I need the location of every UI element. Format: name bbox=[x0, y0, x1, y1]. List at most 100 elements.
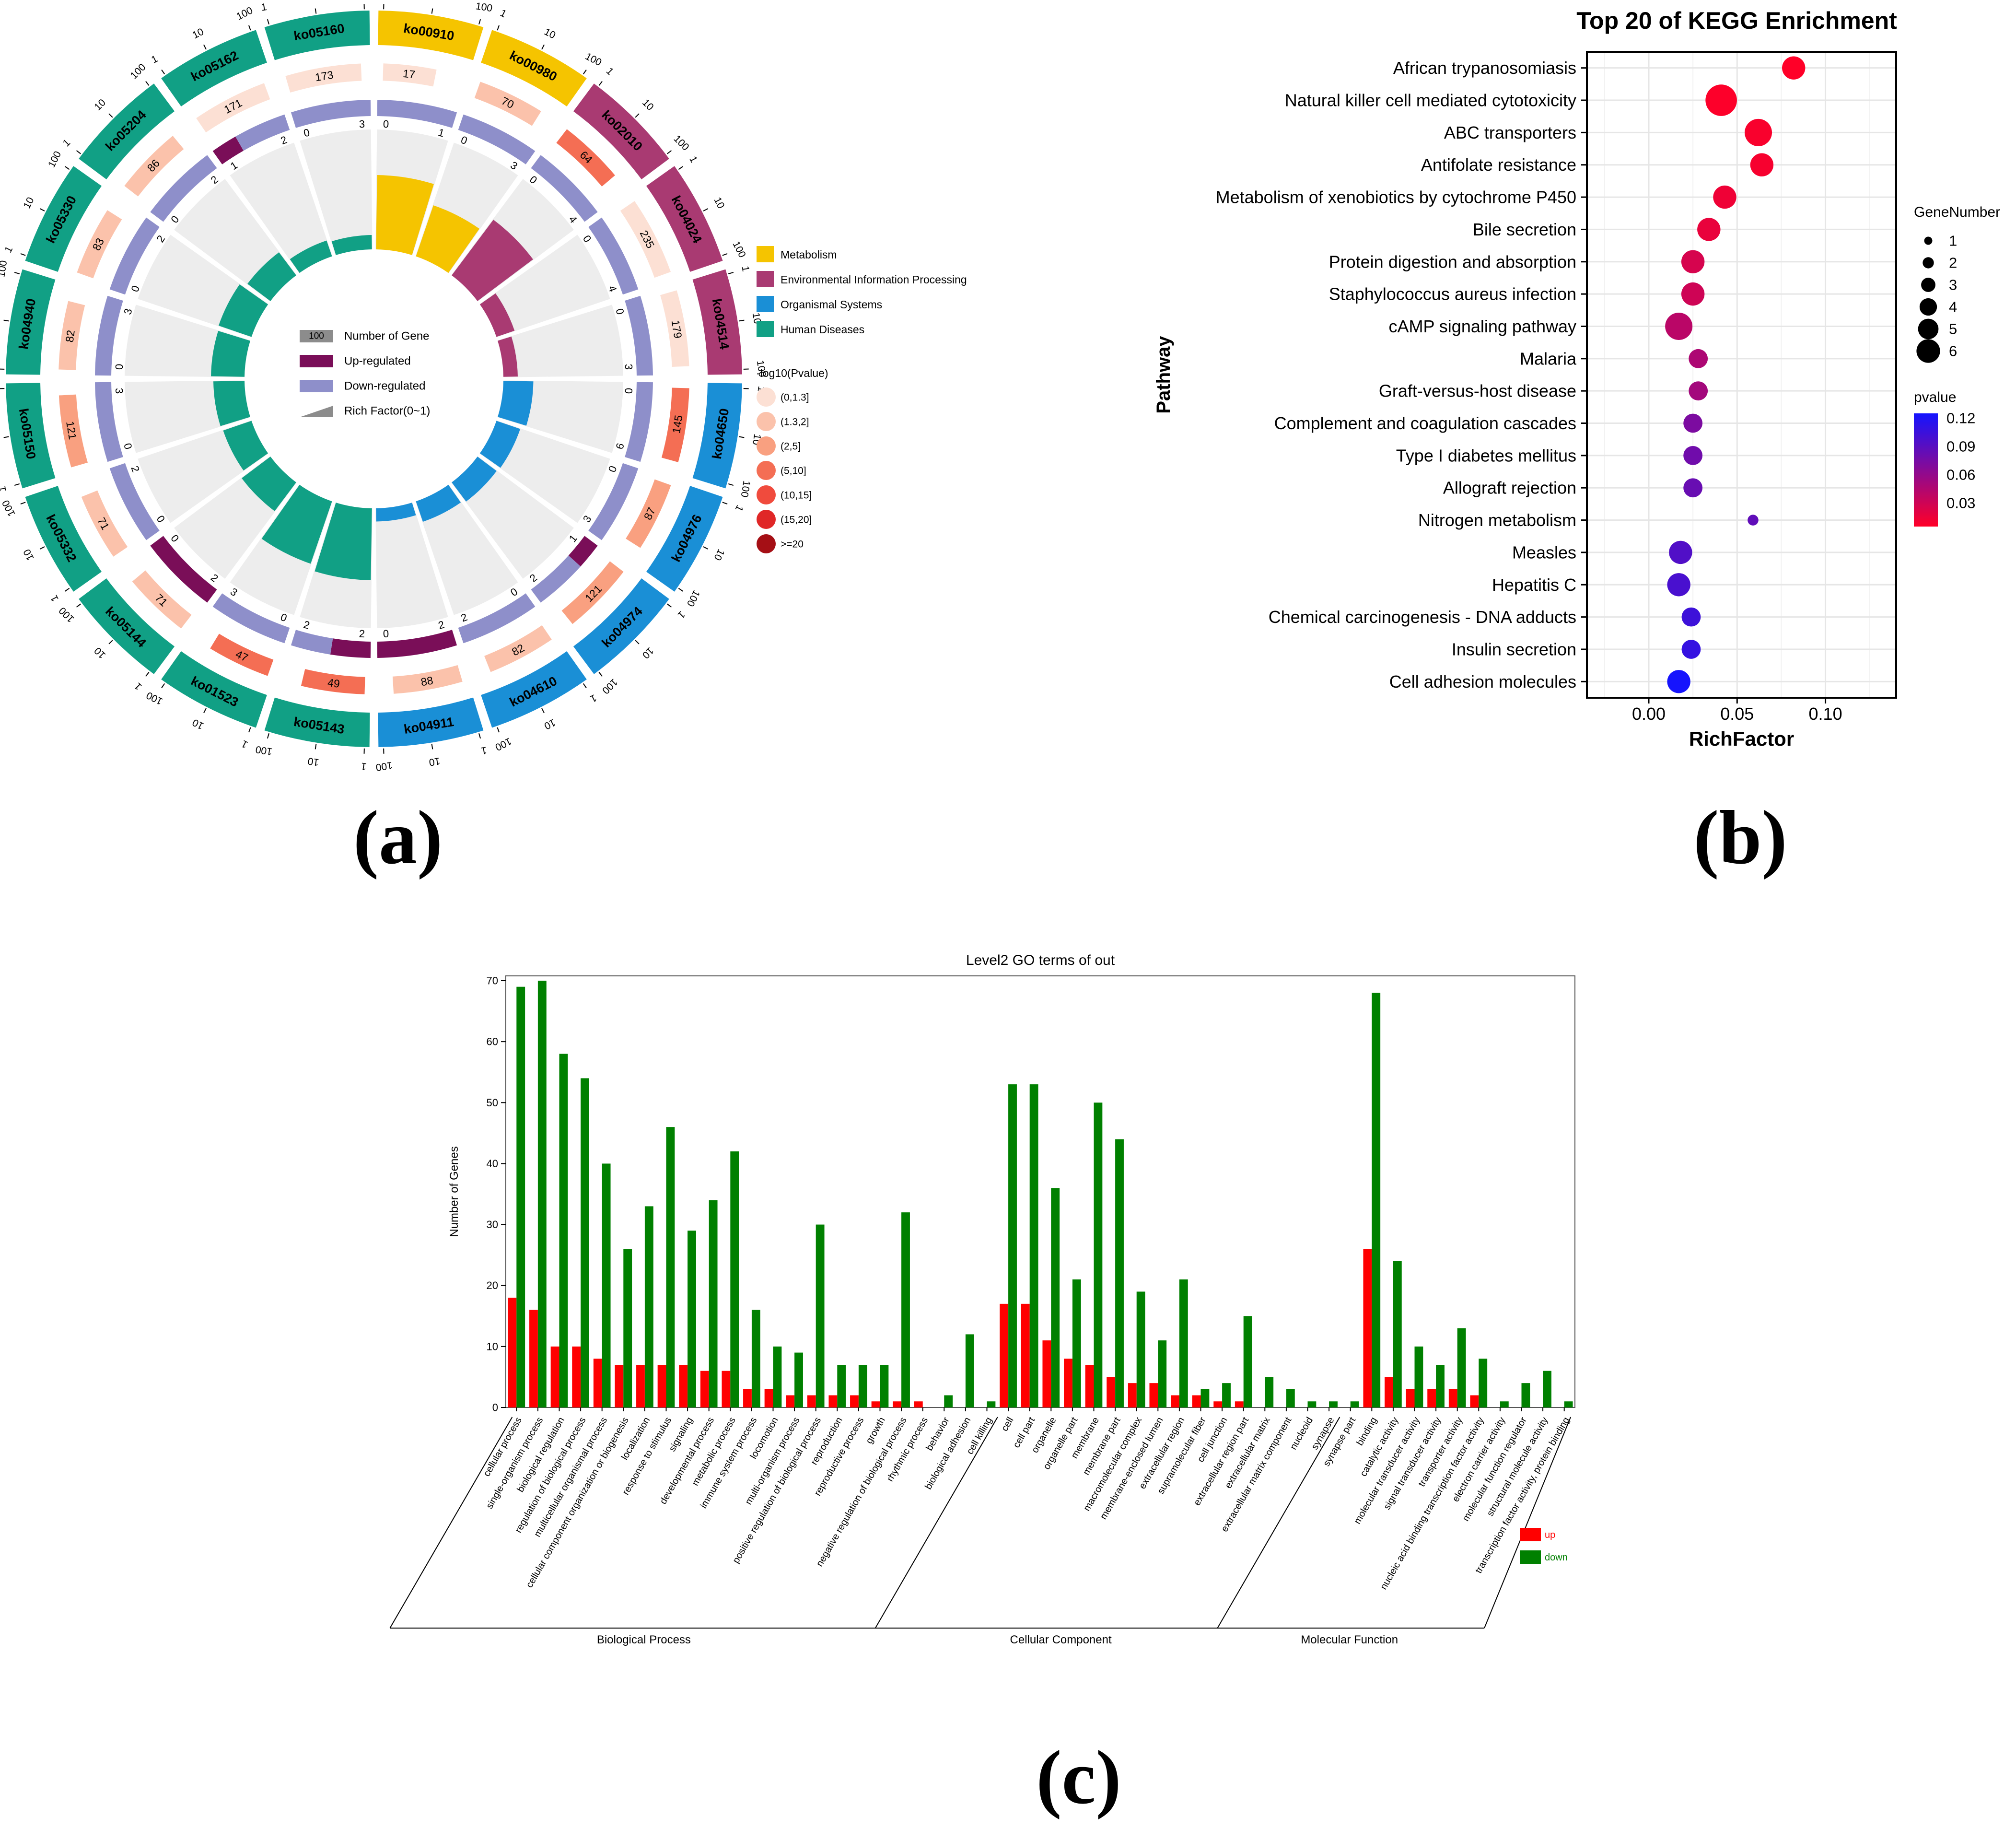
gene-count-bar bbox=[58, 301, 85, 370]
axis-tick bbox=[497, 25, 500, 31]
down-bar bbox=[1222, 1383, 1231, 1407]
up-regulated-bar bbox=[212, 136, 244, 164]
down-bar bbox=[666, 1127, 675, 1407]
pathway-label: cAMP signaling pathway bbox=[1388, 317, 1576, 336]
axis-tick bbox=[161, 683, 165, 689]
down-regulated-bar bbox=[291, 630, 333, 655]
color-legend-label: 0.12 bbox=[1946, 410, 1975, 426]
scatter-point bbox=[1681, 282, 1705, 306]
axis-tick bbox=[598, 81, 603, 86]
rich-factor-bar bbox=[315, 503, 372, 580]
down-bar bbox=[537, 981, 547, 1407]
rich-divider bbox=[448, 176, 522, 275]
down-regulated-bar bbox=[625, 295, 653, 376]
pathway-segment-ko01523 bbox=[161, 651, 267, 728]
down-regulated-bar bbox=[377, 100, 457, 128]
pvalue-legend-label: (1.3,2] bbox=[781, 417, 809, 428]
axis-tick-label: 1 bbox=[498, 7, 508, 20]
panel-label-a: (a) bbox=[353, 795, 443, 880]
scatter-point bbox=[1669, 540, 1692, 564]
down-count-label: 2 bbox=[128, 464, 142, 474]
down-regulated-bar bbox=[531, 555, 581, 603]
pathway-segment-ko04650 bbox=[692, 383, 742, 489]
y-axis-label: Number of Genes bbox=[448, 1146, 461, 1237]
down-count-label: 2 bbox=[459, 611, 469, 624]
axis-tick bbox=[598, 672, 603, 677]
up-regulated-bar bbox=[150, 536, 217, 603]
rich-factor-bar bbox=[211, 331, 250, 377]
gene-count-bar bbox=[81, 490, 128, 557]
category-legend-label: Environmental Information Processing bbox=[781, 273, 967, 286]
axis-tick bbox=[64, 166, 70, 170]
axis-tick bbox=[541, 44, 545, 50]
y-tick-label: 10 bbox=[487, 1340, 498, 1352]
plot-background bbox=[1587, 52, 1896, 698]
panel-label-c: (c) bbox=[1036, 1735, 1121, 1820]
axis-tick-label: 1 bbox=[733, 503, 746, 513]
axis-tick-label: 1 bbox=[240, 738, 250, 750]
color-legend-label: 0.03 bbox=[1946, 494, 1975, 511]
pathway-segment-ko04514 bbox=[692, 269, 742, 375]
axis-tick bbox=[635, 640, 640, 645]
down-bar bbox=[1393, 1261, 1402, 1407]
gene-count-label: 173 bbox=[314, 69, 334, 84]
axis-tick bbox=[3, 436, 9, 438]
y-tick-label: 60 bbox=[487, 1036, 498, 1048]
down-bar bbox=[1179, 1279, 1188, 1407]
pathway-label: Hepatitis C bbox=[1492, 575, 1576, 595]
up-bar bbox=[1385, 1377, 1393, 1407]
down-bar bbox=[1372, 993, 1381, 1407]
rich-factor-bar bbox=[213, 381, 250, 426]
gene-count-label: 17 bbox=[402, 67, 416, 81]
up-bar bbox=[850, 1395, 859, 1407]
axis-tick bbox=[267, 19, 269, 25]
pvalue-legend-swatch bbox=[757, 387, 776, 407]
x-tick-label: 0.00 bbox=[1632, 704, 1666, 724]
category-legend-swatch bbox=[757, 296, 774, 312]
y-tick-label: 70 bbox=[487, 975, 498, 987]
down-bar bbox=[1008, 1084, 1017, 1407]
gene-count-bar bbox=[392, 665, 463, 694]
pvalue-legend-label: (2,5] bbox=[781, 441, 801, 452]
axis-tick-label: 100 bbox=[600, 677, 619, 696]
down-bar bbox=[1500, 1401, 1509, 1407]
axis-tick-label: 1 bbox=[0, 485, 9, 492]
pvalue-legend-label: (0,1.3] bbox=[781, 392, 809, 403]
axis-tick-label: 10 bbox=[191, 26, 206, 41]
rich-factor-swatch bbox=[300, 406, 333, 417]
down-bar bbox=[644, 1206, 653, 1407]
axis-tick bbox=[248, 25, 251, 31]
axis-tick-label: 100 bbox=[255, 744, 273, 757]
rich-divider bbox=[412, 501, 453, 617]
chart-title: Top 20 of KEGG Enrichment bbox=[1576, 7, 1897, 34]
rich-factor-bar bbox=[416, 484, 461, 522]
rich-factor-bar bbox=[479, 293, 515, 337]
pathway-segment-ko04610 bbox=[481, 651, 587, 728]
axis-tick bbox=[39, 546, 45, 550]
gene-count-bar bbox=[556, 129, 615, 187]
pathway-label: Chemical carcinogenesis - DNA adducts bbox=[1269, 607, 1576, 627]
down-regulated-bar bbox=[458, 593, 536, 644]
down-bar bbox=[1136, 1291, 1145, 1407]
up-bar bbox=[615, 1365, 624, 1407]
inner-legend-swatch bbox=[300, 380, 333, 392]
up-bar bbox=[786, 1395, 795, 1407]
down-bar bbox=[623, 1249, 632, 1407]
category-legend-label: Human Diseases bbox=[781, 323, 864, 336]
gene-count-bar bbox=[132, 570, 192, 629]
pathway-label: Type I diabetes mellitus bbox=[1396, 446, 1576, 465]
size-legend-label: 6 bbox=[1949, 343, 1957, 360]
pathway-segment-ko05144 bbox=[79, 578, 175, 674]
axis-tick-label: 100 bbox=[0, 498, 17, 518]
down-bar bbox=[987, 1401, 996, 1407]
axis-tick-label: 1 bbox=[687, 154, 699, 164]
rich-factor-bar bbox=[498, 381, 534, 426]
rich-factor-bar bbox=[376, 175, 434, 255]
x-tick-label: 0.05 bbox=[1720, 704, 1754, 724]
down-count-label: 4 bbox=[606, 284, 619, 293]
axis-tick-label: 10 bbox=[307, 0, 320, 2]
rich-factor-bar bbox=[242, 457, 296, 511]
axis-tick-label: 10 bbox=[307, 755, 320, 768]
gene-count-bar bbox=[620, 201, 671, 278]
gene-count-bar bbox=[383, 63, 437, 87]
